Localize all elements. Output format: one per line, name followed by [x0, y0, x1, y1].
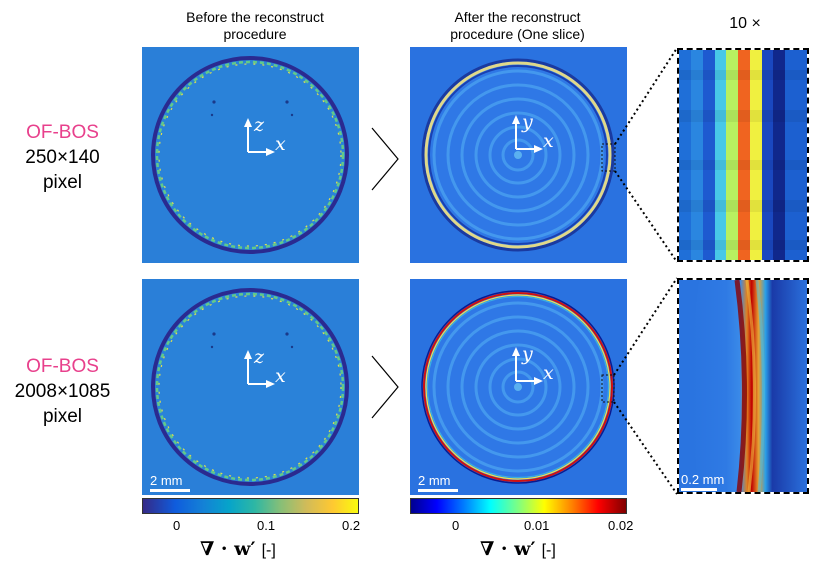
panel-after-row1: y x — [410, 47, 627, 263]
arrow-row2-icon — [371, 355, 399, 419]
row1-unit: pixel — [42, 172, 83, 193]
scalebar-zoom: 0.2 mm — [681, 472, 724, 491]
row1-label: OF-BOS 250×140 pixel — [0, 120, 125, 195]
header-zoom: 10 × — [729, 15, 761, 32]
header-before: Before the reconstruct procedure — [186, 9, 324, 42]
axes-icon-after-row2: y x — [512, 343, 554, 385]
scalebar-before-label: 2 mm — [150, 473, 183, 488]
scalebar-zoom-label: 0.2 mm — [681, 472, 725, 487]
colorbar-before-unit: [-] — [261, 542, 276, 559]
axis-label-y: y — [521, 343, 533, 365]
panel-after-row2: y x 2 mm — [410, 279, 627, 495]
colorbar-before-tick-1: 0.1 — [257, 518, 276, 533]
axis-label-x: x — [275, 365, 286, 387]
scalebar-after-label: 2 mm — [418, 473, 451, 488]
axis-label-x: x — [543, 130, 554, 152]
scalebar-before: 2 mm — [150, 473, 190, 492]
axes-icon-after-row1: y x — [512, 111, 554, 153]
colorbar-after-label: ∇ · w′ [-] — [480, 538, 556, 560]
scalebar-after: 2 mm — [418, 473, 458, 492]
colorbar-before-tick-0: 0 — [173, 518, 181, 533]
row1-resolution: 250×140 — [25, 147, 100, 168]
header-after: After the reconstruct procedure (One sli… — [450, 9, 585, 42]
row1-method: OF-BOS — [26, 122, 99, 143]
row2-resolution: 2008×1085 — [14, 381, 111, 402]
arrow-row1-icon — [371, 127, 399, 191]
colorbar-before-tick-2: 0.2 — [342, 518, 361, 533]
axis-label-z: z — [253, 114, 265, 136]
zoom-panel-row2: 0.2 mm — [677, 278, 809, 494]
row2-label: OF-BOS 2008×1085 pixel — [0, 354, 125, 429]
colorbar-before-symbol: ∇ · w′ — [200, 538, 256, 560]
axes-icon-before-row1: z x — [244, 114, 286, 156]
axes-icon-before-row2: z x — [244, 346, 286, 388]
axis-label-x: x — [275, 133, 286, 155]
axis-label-y: y — [521, 111, 533, 133]
scalebar-after-line — [418, 489, 458, 492]
colorbar-after — [410, 498, 627, 514]
colorbar-after-tick-2: 0.02 — [608, 518, 634, 533]
colorbar-after-symbol: ∇ · w′ — [480, 538, 536, 560]
colorbar-before-label: ∇ · w′ [-] — [200, 538, 276, 560]
row2-method: OF-BOS — [26, 356, 99, 377]
colorbar-after-unit: [-] — [541, 542, 556, 559]
row2-unit: pixel — [42, 406, 83, 427]
panel-before-row1: z x — [142, 47, 359, 263]
colorbar-after-tick-0: 0 — [452, 518, 460, 533]
panel-before-row2: z x 2 mm — [142, 279, 359, 495]
axis-label-z: z — [253, 346, 265, 368]
zoom-panel-row1 — [677, 48, 809, 262]
colorbar-after-tick-1: 0.01 — [524, 518, 550, 533]
colorbar-before — [142, 498, 359, 514]
scalebar-before-line — [150, 489, 190, 492]
scalebar-zoom-line — [681, 488, 717, 491]
axis-label-x: x — [543, 362, 554, 384]
